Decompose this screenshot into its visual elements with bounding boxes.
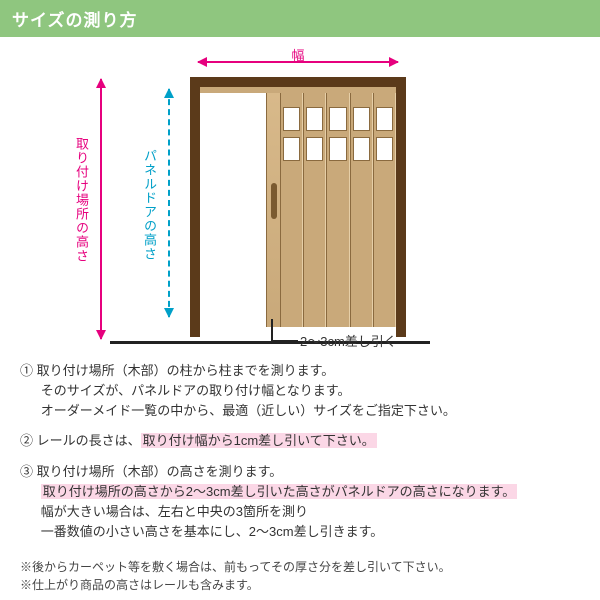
step-2-highlight: 取り付け幅から1cm差し引いて下さい。 [141, 433, 377, 448]
footnotes: ※後からカーペット等を敷く場合は、前もってその厚さ分を差し引いて下さい。 ※仕上… [0, 558, 600, 594]
instructions: ① 取り付け場所（木部）の柱から柱までを測ります。 そのサイズが、パネルドアの取… [0, 347, 600, 558]
outer-height-arrow [100, 79, 102, 339]
section-header: サイズの測り方 [0, 0, 600, 37]
step-2-prefix: ② レールの長さは、 [20, 433, 141, 448]
inner-height-label: パネルドアの高さ [140, 149, 159, 261]
step-1-line-1: ① 取り付け場所（木部）の柱から柱までを測ります。 [20, 361, 580, 381]
door-frame [190, 77, 406, 337]
door-handle [266, 93, 280, 327]
step-3-line-4: 一番数値の小さい高さを基本にし、2〜3cm差し引きます。 [20, 522, 580, 542]
measurement-diagram: 幅 取り付け場所の高さ パネルドアの高さ 2〜3 [0, 37, 600, 347]
step-2: ② レールの長さは、取り付け幅から1cm差し引いて下さい。 [20, 431, 580, 451]
footnote-1: ※後からカーペット等を敷く場合は、前もってその厚さ分を差し引いて下さい。 [20, 558, 580, 576]
width-arrow [198, 61, 398, 63]
step-3: ③ 取り付け場所（木部）の高さを測ります。 取り付け場所の高さから2〜3cm差し… [20, 462, 580, 543]
step-3-highlight: 取り付け場所の高さから2〜3cm差し引いた高さがパネルドアの高さになります。 [41, 484, 518, 499]
footnote-2: ※仕上がり商品の高さはレールも含みます。 [20, 576, 580, 594]
panel-door [266, 93, 396, 327]
inner-height-arrow [168, 89, 170, 317]
gap-bracket [270, 317, 300, 343]
subtract-label: 2〜3cm差し引く [300, 331, 397, 350]
step-3-line-3: 幅が大きい場合は、左右と中央の3箇所を測り [20, 502, 580, 522]
step-1-line-2: そのサイズが、パネルドアの取り付け幅となります。 [20, 381, 580, 401]
outer-height-label: 取り付け場所の高さ [72, 137, 91, 263]
step-1: ① 取り付け場所（木部）の柱から柱までを測ります。 そのサイズが、パネルドアの取… [20, 361, 580, 421]
step-3-line-1: ③ 取り付け場所（木部）の高さを測ります。 [20, 462, 580, 482]
step-1-line-3: オーダーメイド一覧の中から、最適（近しい）サイズをご指定下さい。 [20, 401, 580, 421]
